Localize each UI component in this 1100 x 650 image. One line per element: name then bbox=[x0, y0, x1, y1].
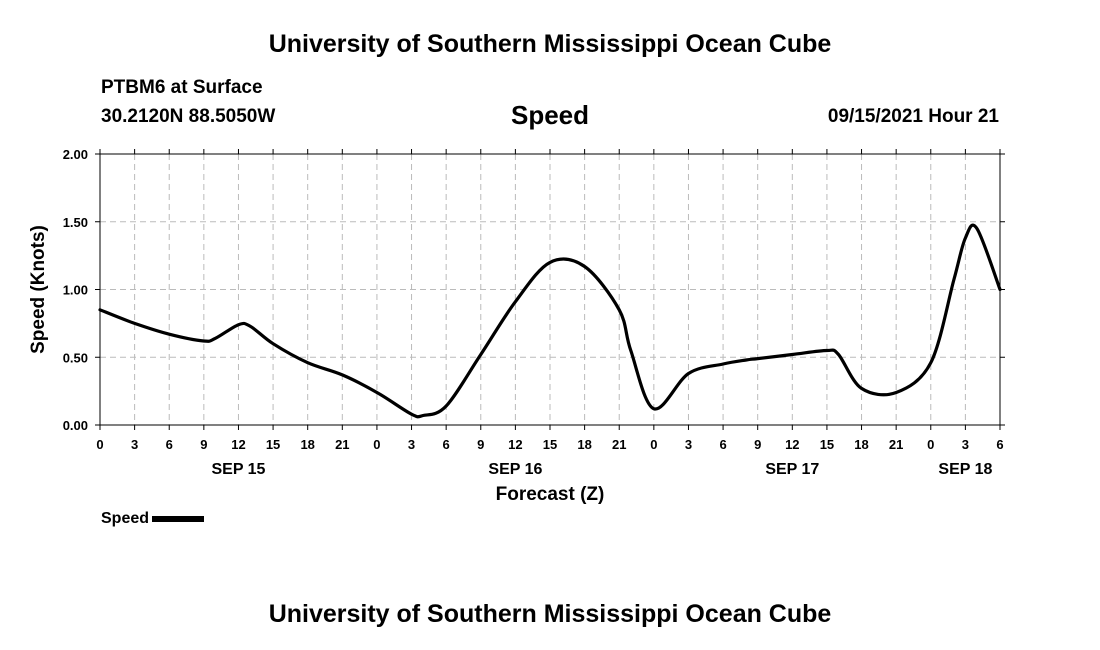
x-tick-label: 6 bbox=[166, 437, 173, 452]
x-tick-label: 0 bbox=[96, 437, 103, 452]
station-name: PTBM6 at Surface bbox=[101, 77, 263, 98]
x-tick-label: 15 bbox=[820, 437, 834, 452]
y-tick-label: 0.00 bbox=[63, 418, 88, 433]
x-tick-label: 6 bbox=[443, 437, 450, 452]
x-tick-label: 3 bbox=[131, 437, 138, 452]
x-tick-label: 18 bbox=[300, 437, 314, 452]
date-label: SEP 18 bbox=[938, 461, 992, 478]
station-coordinates: 30.2120N 88.5050W bbox=[101, 106, 276, 127]
x-tick-label: 12 bbox=[785, 437, 799, 452]
x-tick-label: 0 bbox=[373, 437, 380, 452]
x-tick-label: 21 bbox=[612, 437, 626, 452]
footer-title: University of Southern Mississippi Ocean… bbox=[268, 600, 832, 628]
x-tick-label: 6 bbox=[996, 437, 1003, 452]
legend-swatch bbox=[152, 515, 205, 522]
y-tick-label: 0.50 bbox=[63, 350, 88, 365]
x-tick-label: 6 bbox=[719, 437, 726, 452]
forecast-timestamp: 09/15/2021 Hour 21 bbox=[827, 106, 999, 127]
x-tick-label: 9 bbox=[200, 437, 207, 452]
x-tick-label: 12 bbox=[508, 437, 522, 452]
x-tick-label: 9 bbox=[477, 437, 484, 452]
date-label: SEP 16 bbox=[488, 461, 542, 478]
x-tick-label: 12 bbox=[231, 437, 245, 452]
x-tick-label: 15 bbox=[543, 437, 557, 452]
y-axis-label: Speed (Knots) bbox=[28, 225, 49, 354]
date-label: SEP 17 bbox=[765, 461, 819, 478]
x-tick-label: 3 bbox=[408, 437, 415, 452]
x-tick-label: 21 bbox=[335, 437, 349, 452]
x-tick-label: 3 bbox=[685, 437, 692, 452]
x-tick-label: 3 bbox=[962, 437, 969, 452]
x-axis-label: Forecast (Z) bbox=[496, 484, 605, 505]
page-title: University of Southern Mississippi Ocean… bbox=[268, 30, 832, 58]
y-tick-label: 2.00 bbox=[63, 147, 88, 162]
series-line-speed bbox=[98, 223, 1002, 419]
x-tick-label: 18 bbox=[854, 437, 868, 452]
x-tick-label: 9 bbox=[754, 437, 761, 452]
x-tick-label: 18 bbox=[577, 437, 591, 452]
y-tick-label: 1.50 bbox=[63, 215, 88, 230]
chart-title: Speed bbox=[510, 100, 590, 130]
x-tick-label: 15 bbox=[266, 437, 280, 452]
y-tick-label: 1.00 bbox=[63, 283, 88, 298]
x-tick-label: 0 bbox=[927, 437, 934, 452]
x-tick-label: 0 bbox=[650, 437, 657, 452]
x-tick-label: 21 bbox=[889, 437, 903, 452]
date-label: SEP 15 bbox=[211, 461, 265, 478]
legend-label: Speed bbox=[101, 510, 150, 527]
legend: Speed bbox=[101, 510, 205, 528]
